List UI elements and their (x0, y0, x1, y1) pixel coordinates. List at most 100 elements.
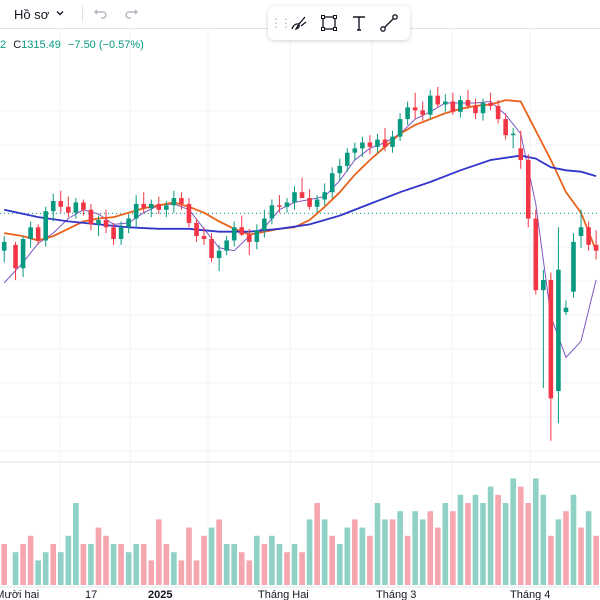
volume-bar (140, 544, 147, 585)
volume-bar (246, 560, 253, 585)
candle-body (171, 198, 177, 206)
ma-short-line (3, 100, 597, 359)
candle-body (473, 105, 478, 114)
volume-bar (186, 527, 192, 585)
candle-body (337, 165, 343, 174)
volume-bar (533, 478, 539, 585)
candle-body (465, 100, 471, 106)
volume-bar (178, 560, 185, 585)
candle-body (314, 199, 320, 207)
volume-bar (578, 527, 584, 585)
volume-bar (540, 494, 547, 585)
time-axis-label: ng Mười hai (0, 589, 39, 600)
volume-bar (27, 535, 34, 585)
candle-body (156, 203, 162, 210)
profile-menu-button[interactable]: Hồ sơ (14, 4, 65, 24)
close-label: C (13, 39, 22, 51)
candle-body (28, 227, 33, 239)
volume-bar (284, 552, 290, 585)
volume-bar (382, 519, 388, 585)
volume-bar (321, 519, 328, 585)
volume-bar (156, 519, 162, 585)
time-axis-label: Tháng 4 (510, 589, 550, 600)
time-axis-label: Tháng Hai (258, 589, 309, 600)
chart-area[interactable]: ng Mười hai 17 2025 Tháng Hai Tháng 3 Tháng 4 (0, 28, 600, 600)
volume-bar (548, 535, 554, 585)
volume-bar (472, 494, 479, 585)
candle-body (262, 218, 267, 231)
candle-body (450, 101, 456, 112)
undo-icon[interactable] (92, 4, 110, 26)
volume-bar (593, 535, 599, 585)
volume-bar (110, 544, 117, 585)
volume-bar (133, 544, 139, 585)
time-axis-label: 17 (85, 589, 97, 600)
candle-body (277, 205, 282, 207)
text-icon[interactable] (344, 8, 374, 38)
volume-bar (389, 519, 396, 585)
volume-bar (201, 535, 207, 585)
volume-bar (457, 494, 464, 585)
redo-icon[interactable] (122, 4, 140, 26)
volume-bar (397, 511, 403, 585)
volume-bar (35, 560, 41, 585)
candle-body (284, 202, 290, 207)
volume-bar (525, 503, 532, 585)
candle-body (352, 148, 358, 153)
toolbar-divider (82, 6, 83, 22)
change-value: −7.50 (67, 39, 96, 51)
candle-body (224, 240, 229, 251)
drag-handle-icon[interactable]: ⋮⋮ (270, 16, 292, 30)
volume-bar (570, 494, 577, 585)
volume-bar (336, 544, 343, 585)
candle-body (179, 198, 184, 204)
candle-body (292, 192, 297, 203)
candle-body (96, 219, 101, 225)
candle-body (510, 133, 516, 136)
chevron-down-icon (55, 8, 65, 21)
rectangle-icon[interactable] (314, 8, 344, 38)
legend-fragment: 2 (0, 39, 7, 51)
volume-bar (223, 544, 230, 585)
volume-bar (510, 478, 516, 585)
candle-body (518, 148, 524, 161)
volume-bar (352, 519, 358, 585)
candle-body (435, 95, 441, 105)
volume-bar (193, 560, 200, 585)
candle-body (322, 192, 327, 200)
volume-bar (329, 535, 336, 585)
candle-body (412, 107, 418, 111)
drawing-toolbar: ⋮⋮ (268, 6, 410, 40)
volume-bar (103, 535, 109, 585)
change-percent: (−0.57%) (98, 39, 144, 51)
candle-body (58, 200, 64, 207)
candle-body (495, 105, 501, 120)
candle-body (50, 200, 56, 212)
candle-body (367, 142, 373, 147)
volume-bar (487, 486, 494, 585)
candle-body (563, 307, 569, 313)
brush-icon[interactable] (284, 8, 314, 38)
volume-bar (42, 552, 49, 585)
volume-bar (419, 519, 426, 585)
volume-bar (585, 511, 592, 585)
ma-long-line (4, 154, 597, 233)
candle-body (141, 203, 147, 209)
candle-body (254, 230, 260, 242)
profile-label: Hồ sơ (14, 6, 50, 22)
candle-body (239, 227, 245, 235)
candle-body (382, 139, 388, 147)
candle-body (593, 244, 599, 251)
volume-bar (261, 544, 268, 585)
volume-bar (314, 503, 320, 585)
candle-body (390, 136, 395, 147)
candle-body (578, 227, 584, 237)
volume-bar (1, 544, 8, 585)
volume-bar (306, 519, 313, 585)
candle-body (329, 173, 335, 193)
volume-bar (359, 527, 366, 585)
ohlc-legend: 2 C1315.49 −7.50 (−0.57%) (0, 39, 144, 51)
volume-bar (450, 511, 456, 585)
trend-line-icon[interactable] (374, 8, 404, 38)
candle-body (533, 218, 539, 291)
